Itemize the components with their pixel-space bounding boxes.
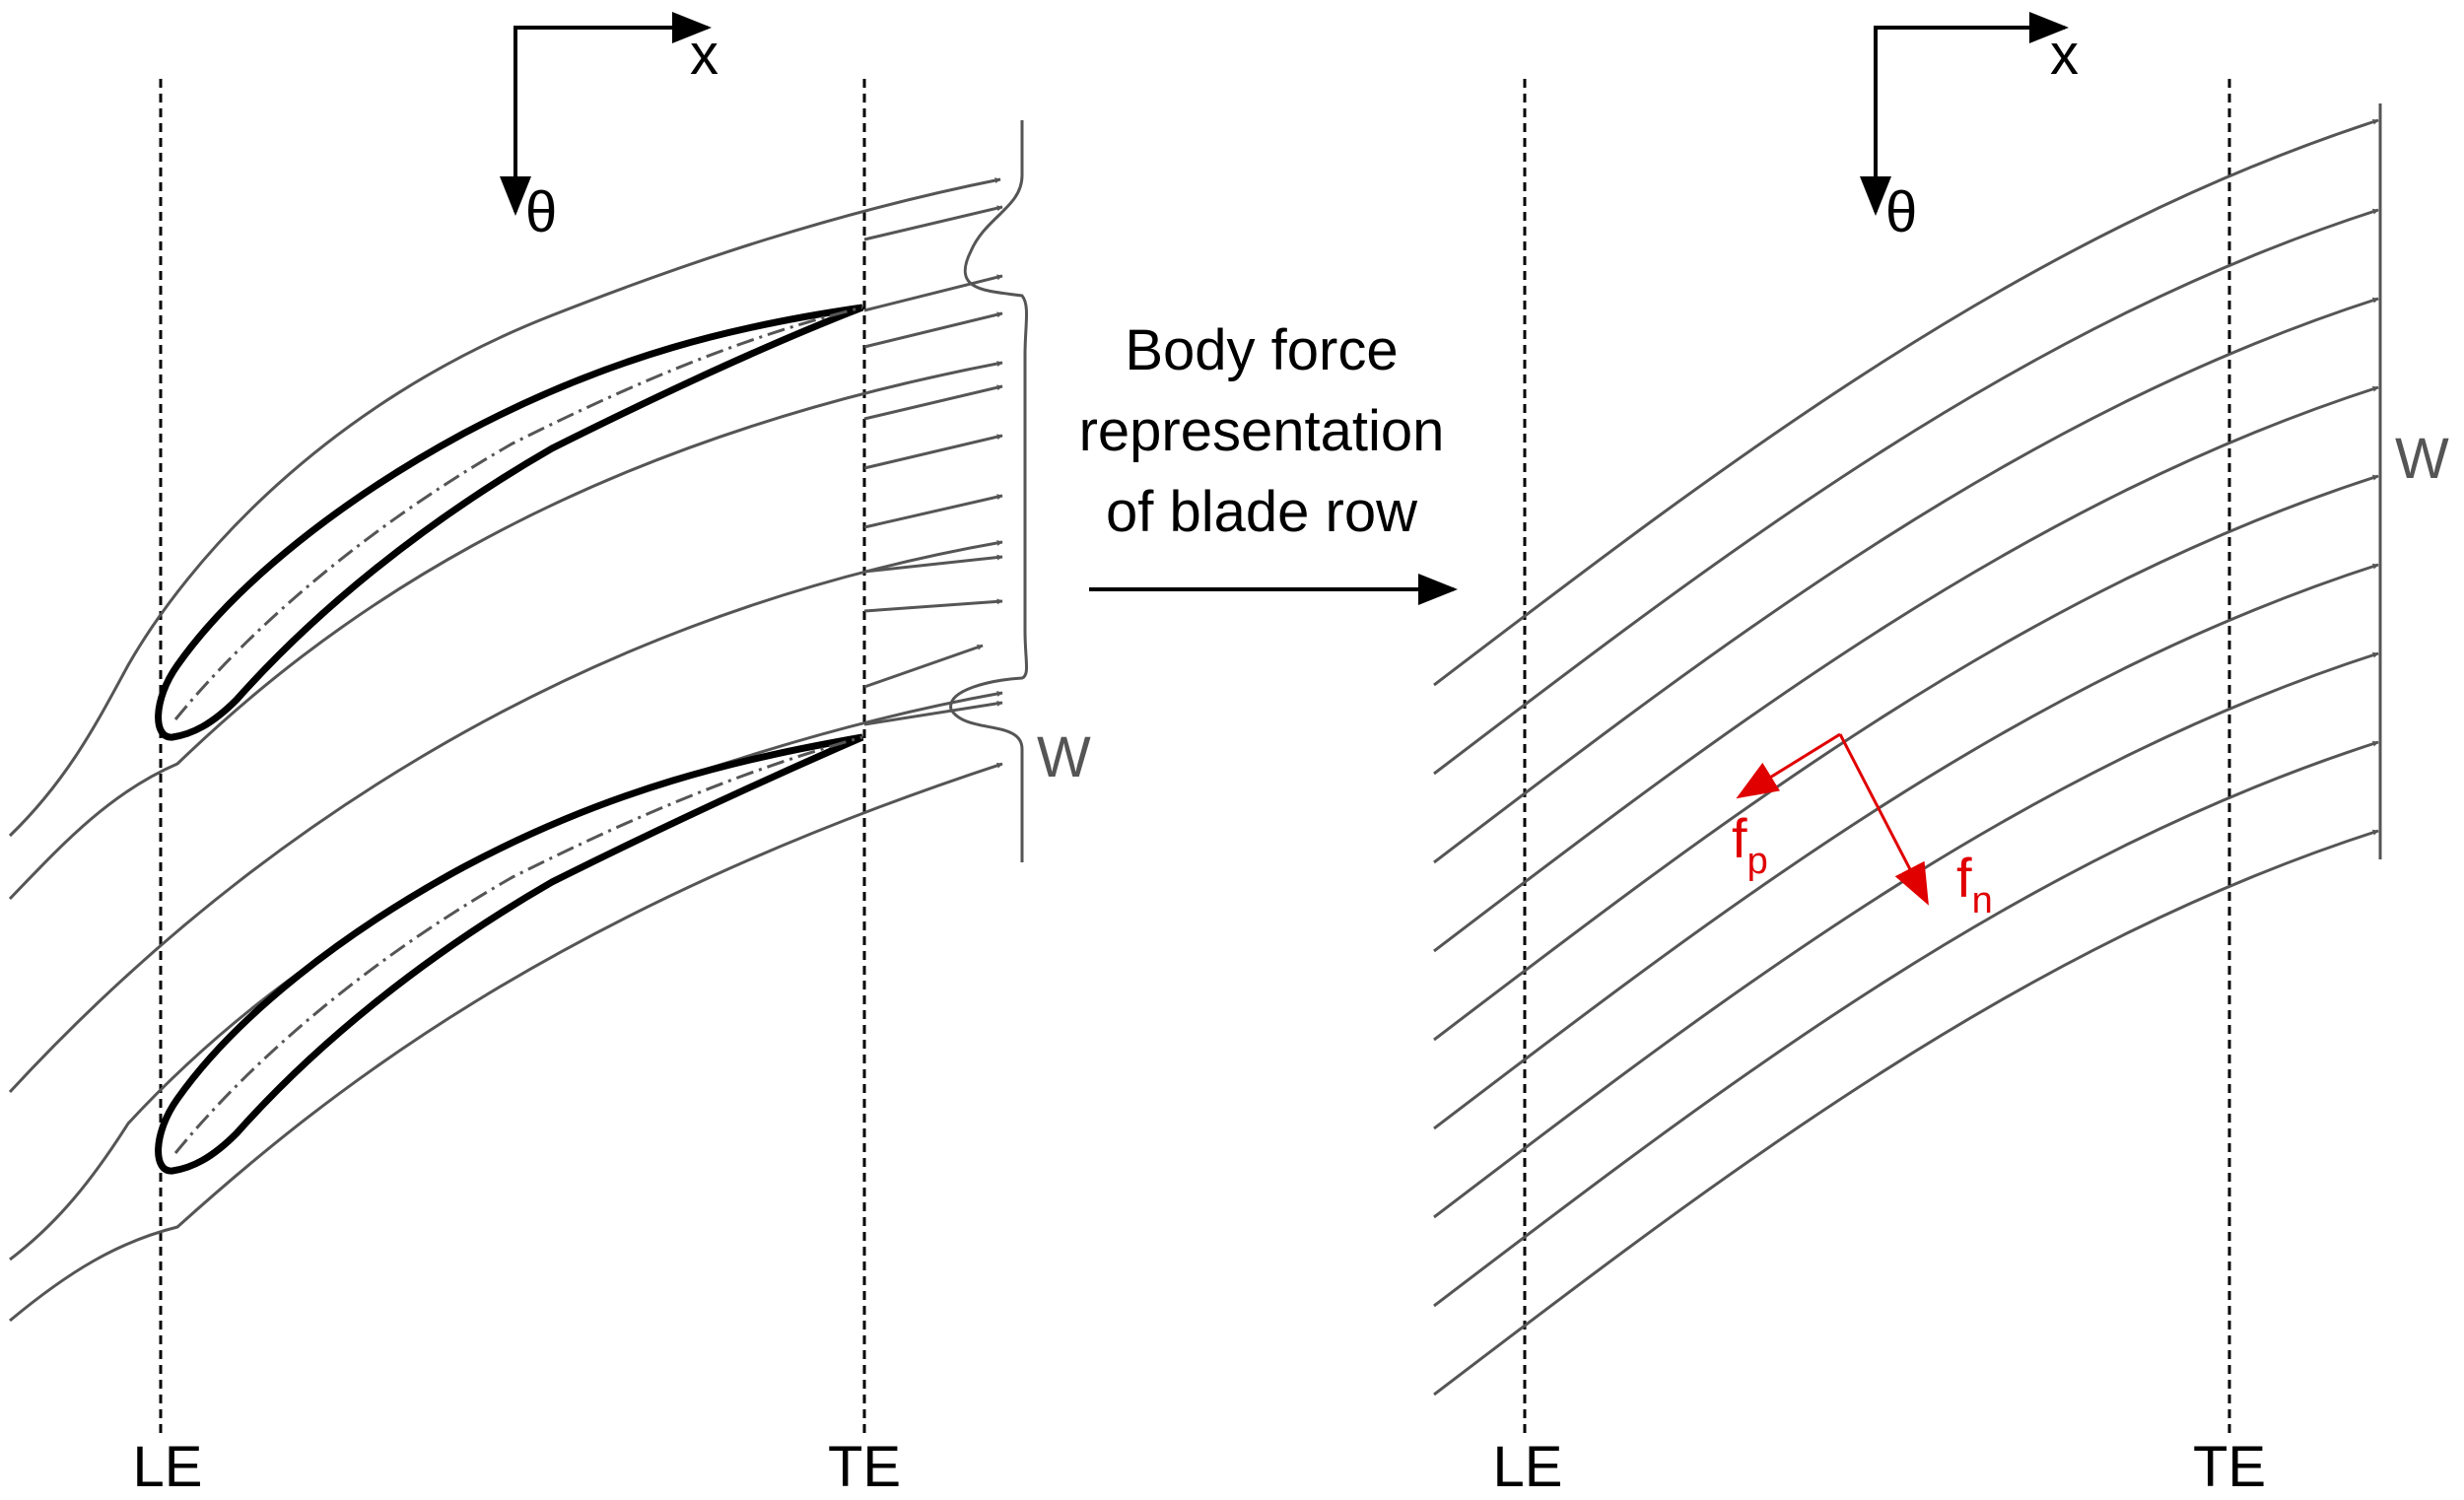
left-blade-upper xyxy=(155,304,864,741)
fp-force-arrow xyxy=(1736,732,1841,799)
left-theta-axis-label: θ xyxy=(525,180,557,244)
left-streamline xyxy=(8,361,1003,901)
left-blade-upper-outline xyxy=(155,304,864,741)
left-w-label: W xyxy=(1037,725,1091,789)
left-blade-lower-outline xyxy=(155,733,864,1175)
right-streamline xyxy=(1433,118,2379,687)
caption-line-2: representation xyxy=(1079,399,1445,463)
left-exit-arrow xyxy=(863,554,1003,574)
right-streamline xyxy=(1433,563,2379,1130)
fp-label: fp xyxy=(1732,807,1768,882)
right-streamlines xyxy=(1433,118,2379,1397)
left-streamlines xyxy=(8,177,1003,1323)
right-panel: x θ LE TE W fp fn xyxy=(1433,12,2449,1499)
fn-label-subscript: n xyxy=(1972,880,1993,921)
left-exit-arrow xyxy=(863,494,1003,529)
right-streamline xyxy=(1433,829,2379,1397)
left-axes: x θ xyxy=(500,12,719,244)
right-theta-axis-label: θ xyxy=(1885,180,1917,244)
fn-force-arrow xyxy=(1838,733,1929,906)
left-blade-lower-camber xyxy=(173,735,863,1154)
left-blade-upper-camber xyxy=(173,306,863,720)
left-panel: x θ LE TE W xyxy=(8,12,1091,1499)
right-axes: x θ xyxy=(1860,12,2079,244)
left-exit-arrow xyxy=(863,311,1003,349)
fp-label-base: f xyxy=(1732,807,1747,869)
left-exit-arrow xyxy=(863,274,1003,312)
fp-label-subscript: p xyxy=(1747,841,1768,882)
left-wake-profile xyxy=(949,120,1028,862)
right-streamline xyxy=(1433,297,2379,864)
right-streamline xyxy=(1433,651,2379,1219)
left-exit-arrow xyxy=(863,434,1003,470)
caption-line-1: Body force xyxy=(1125,318,1398,382)
left-x-axis-label: x xyxy=(690,23,719,87)
right-w-label: W xyxy=(2395,427,2449,491)
left-exit-arrows xyxy=(863,205,1003,726)
left-streamline xyxy=(8,539,1003,1094)
left-te-label: TE xyxy=(828,1435,901,1499)
left-exit-arrow xyxy=(863,598,1003,613)
center-caption: Body force representation of blade row xyxy=(1079,318,1458,605)
left-streamline xyxy=(9,690,1003,1261)
right-x-axis-label: x xyxy=(2050,23,2079,87)
right-streamline xyxy=(1433,474,2379,1042)
right-streamline xyxy=(1433,385,2379,953)
left-blade-lower xyxy=(155,733,864,1175)
left-exit-arrow xyxy=(863,644,984,689)
body-force-vectors: fp fn xyxy=(1732,732,1993,921)
fn-label: fn xyxy=(1956,847,1993,921)
right-te-label: TE xyxy=(2193,1435,2266,1499)
left-exit-arrow xyxy=(863,384,1003,421)
left-exit-arrow xyxy=(863,205,1003,241)
right-streamline xyxy=(1433,740,2379,1308)
fn-label-base: f xyxy=(1956,847,1972,909)
caption-line-3: of blade row xyxy=(1106,480,1418,544)
left-streamline xyxy=(8,177,1001,838)
left-exit-arrow xyxy=(863,700,1003,726)
left-le-label: LE xyxy=(133,1435,203,1499)
right-streamline xyxy=(1433,208,2379,776)
left-streamline xyxy=(9,762,1003,1323)
right-le-label: LE xyxy=(1493,1435,1563,1499)
